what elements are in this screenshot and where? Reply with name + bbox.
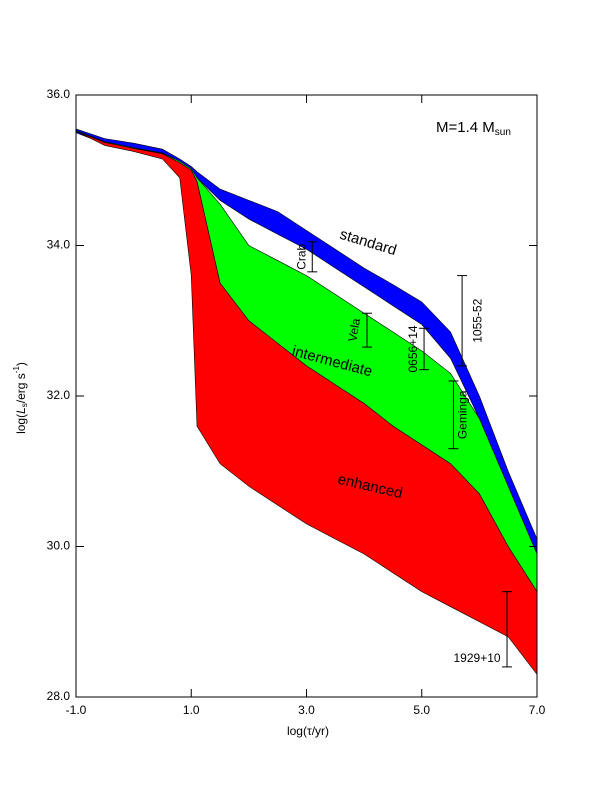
error-bar-label: 1055-52 <box>470 298 484 342</box>
error-bar-label: Crab <box>294 243 308 269</box>
error-bar <box>502 591 513 668</box>
error-bar-label: Vela <box>345 317 363 343</box>
x-axis-label: log(τ/yr) <box>287 724 329 738</box>
error-bar <box>307 241 318 273</box>
y-tick-label: 36.0 <box>47 87 71 101</box>
y-tick-label: 34.0 <box>47 238 71 252</box>
annotation: M=1.4 Msun <box>436 119 511 138</box>
x-tick-label: 5.0 <box>413 703 430 717</box>
series-label: standard <box>338 226 399 259</box>
x-tick-label: 1.0 <box>183 703 200 717</box>
y-axis-label: log(Ls/erg s-1) <box>12 362 29 434</box>
x-tick-label: 7.0 <box>529 703 546 717</box>
y-tick-label: 28.0 <box>47 689 71 703</box>
error-bar <box>457 275 468 367</box>
error-bar <box>362 312 373 348</box>
x-tick-label: -1.0 <box>66 703 87 717</box>
error-bar <box>448 380 459 450</box>
error-bar-label: 0656+14 <box>406 325 420 372</box>
error-bar-label: Geminga <box>456 390 470 439</box>
error-bar-label: 1929+10 <box>454 651 501 665</box>
x-tick-label: 3.0 <box>298 703 315 717</box>
y-tick-label: 30.0 <box>47 539 71 553</box>
y-tick-label: 32.0 <box>47 388 71 402</box>
error-bar <box>419 327 430 371</box>
